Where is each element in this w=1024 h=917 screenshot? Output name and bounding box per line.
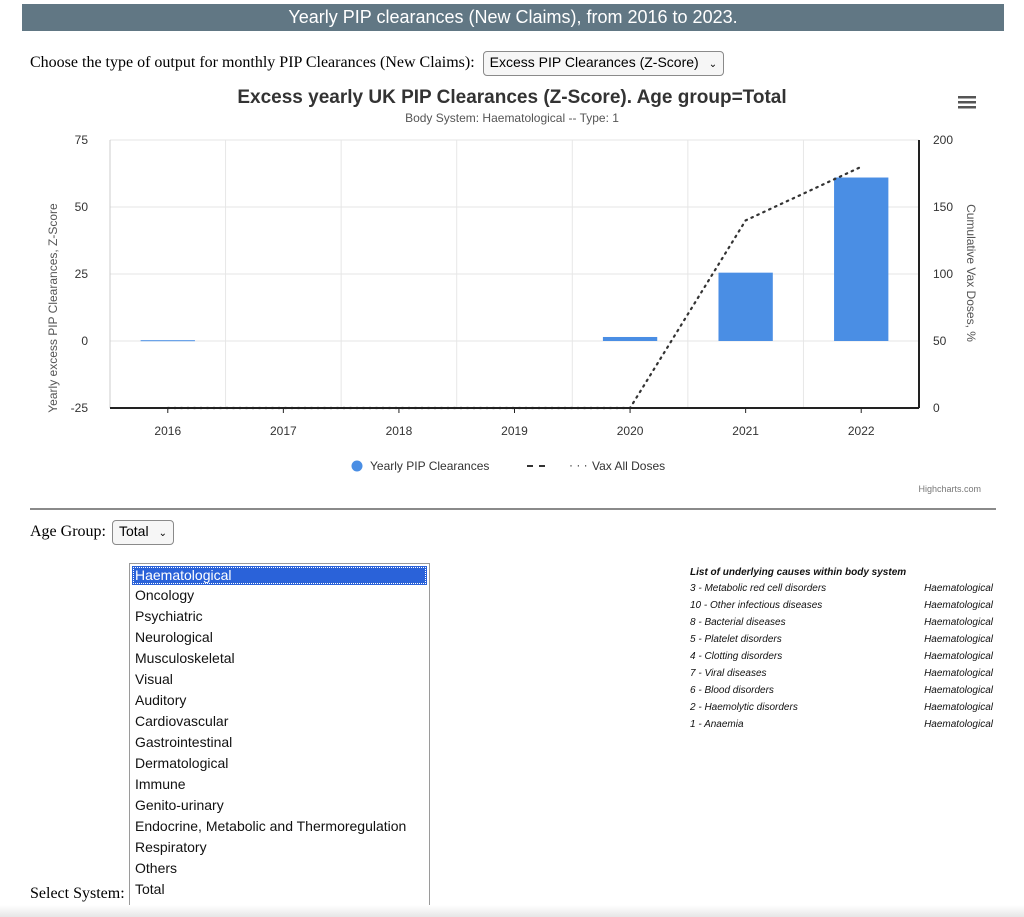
cause-system: Haematological — [924, 634, 993, 645]
cause-row: 7 - Viral diseases Haematological — [690, 667, 996, 684]
x-tick-label: 2019 — [501, 424, 528, 438]
y-axis-label: Yearly excess PIP Clearances, Z-Score — [46, 203, 60, 413]
system-option[interactable]: Endocrine, Metabolic and Thermoregulatio… — [135, 818, 407, 834]
y-tick-label: 0 — [81, 334, 88, 348]
y-tick-label: -25 — [71, 401, 89, 415]
age-group-select[interactable]: Total ⌄ — [111, 520, 174, 545]
cause-name: 6 - Blood disorders — [690, 685, 774, 696]
chevron-down-icon: ⌄ — [158, 528, 167, 539]
chart-subtitle: Body System: Haematological -- Type: 1 — [405, 111, 619, 125]
chart-bars — [140, 177, 889, 342]
bar — [834, 177, 889, 341]
cause-name: 5 - Platelet disorders — [690, 634, 782, 645]
chart-labels: 75 50 25 0 -25 200 150 100 50 0 2016 2017 2018 2019 20… — [71, 133, 954, 438]
y2-tick-label: 200 — [933, 133, 953, 147]
y2-tick-label: 50 — [933, 334, 947, 348]
system-option[interactable]: Genito-urinary — [135, 797, 224, 813]
highcharts-credit[interactable]: Highcharts.com — [918, 484, 981, 494]
divider — [30, 508, 996, 510]
y-tick-label: 75 — [75, 133, 89, 147]
x-tick-label: 2021 — [732, 424, 759, 438]
system-option[interactable]: Psychiatric — [135, 608, 203, 624]
x-tick-label: 2018 — [386, 424, 413, 438]
system-option[interactable]: Immune — [135, 776, 186, 792]
legend-bar-marker — [351, 460, 363, 472]
chevron-down-icon: ⌄ — [708, 59, 718, 70]
legend-vax-dots-icon: · · · — [569, 458, 588, 472]
system-option[interactable]: Visual — [135, 671, 173, 687]
cause-row: 1 - Anaemia Haematological — [690, 718, 996, 735]
y2-tick-label: 150 — [933, 200, 953, 214]
cause-row: 5 - Platelet disorders Haematological — [690, 633, 996, 650]
y-tick-label: 25 — [75, 267, 89, 281]
cause-system: Haematological — [924, 668, 993, 679]
cause-name: 4 - Clotting disorders — [690, 651, 783, 662]
cause-system: Haematological — [924, 600, 993, 611]
pip-chart: 75 50 25 0 -25 200 150 100 50 0 2016 2017 2018 2019 20… — [46, 87, 981, 494]
bar — [718, 272, 773, 341]
chart-legend: Yearly PIP Clearances · · · Vax All Dose… — [351, 458, 665, 473]
x-tick-label: 2016 — [154, 424, 181, 438]
system-option[interactable]: Gastrointestinal — [135, 734, 233, 750]
age-group-label: Age Group: — [30, 523, 106, 541]
cause-row: 2 - Haemolytic disorders Haematological — [690, 701, 996, 718]
system-option[interactable]: Musculoskeletal — [135, 650, 235, 666]
cause-system: Haematological — [924, 702, 993, 713]
system-listbox[interactable]: Haematological Oncology Psychiatric Neurolo… — [129, 563, 430, 906]
system-option[interactable]: Respiratory — [135, 839, 207, 855]
legend-item-vax[interactable]: · · · Vax All Doses — [527, 458, 665, 473]
cause-row: 8 - Bacterial diseases Haematological — [690, 616, 996, 633]
age-group-row: Age Group: Total ⌄ — [30, 520, 174, 545]
system-option[interactable]: Neurological — [135, 629, 213, 645]
legend-item-pip[interactable]: Yearly PIP Clearances — [351, 459, 490, 473]
age-group-value: Total — [118, 523, 149, 539]
cause-system: Haematological — [924, 617, 993, 628]
x-tick-label: 2017 — [270, 424, 297, 438]
system-option[interactable]: Cardiovascular — [135, 713, 229, 729]
causes-list: List of underlying causes within body sy… — [690, 566, 996, 735]
cause-name: 7 - Viral diseases — [690, 668, 767, 679]
cause-system: Haematological — [924, 651, 993, 662]
x-tick-label: 2022 — [848, 424, 875, 438]
cause-row: 6 - Blood disorders Haematological — [690, 684, 996, 701]
select-system-label: Select System: — [30, 885, 125, 902]
cause-system: Haematological — [924, 719, 993, 730]
cause-row: 4 - Clotting disorders Haematological — [690, 650, 996, 667]
legend-pip-label: Yearly PIP Clearances — [370, 459, 489, 473]
cause-name: 1 - Anaemia — [690, 719, 744, 730]
chart-axes — [109, 140, 920, 413]
chart-grid — [109, 139, 920, 409]
output-type-select[interactable]: Excess PIP Clearances (Z-Score) ⌄ — [482, 51, 725, 76]
x-tick-label: 2020 — [617, 424, 644, 438]
system-option[interactable]: Others — [135, 860, 178, 876]
cause-system: Haematological — [924, 685, 993, 696]
bar — [602, 336, 658, 341]
system-option[interactable]: Haematological — [132, 566, 427, 585]
cause-name: 8 - Bacterial diseases — [690, 617, 786, 628]
bar — [140, 340, 195, 342]
y2-tick-label: 0 — [933, 401, 940, 415]
system-option[interactable]: Total — [135, 881, 165, 897]
window-bottom-edge — [0, 905, 1024, 917]
hamburger-icon[interactable] — [958, 96, 976, 109]
cause-row: 10 - Other infectious diseases Haematolog… — [690, 599, 996, 616]
output-type-value: Excess PIP Clearances (Z-Score) — [489, 54, 699, 70]
output-type-row: Choose the type of output for monthly PI… — [30, 51, 725, 76]
output-type-label: Choose the type of output for monthly PI… — [30, 54, 475, 72]
chart-title: Excess yearly UK PIP Clearances (Z-Score… — [237, 87, 786, 108]
system-option[interactable]: Oncology — [135, 587, 195, 603]
cause-name: 3 - Metabolic red cell disorders — [690, 583, 827, 594]
page-banner: Yearly PIP clearances (New Claims), from… — [22, 4, 1004, 31]
cause-name: 2 - Haemolytic disorders — [690, 702, 798, 713]
y-tick-label: 50 — [75, 200, 89, 214]
system-option[interactable]: Auditory — [135, 692, 187, 708]
legend-vax-label: Vax All Doses — [592, 459, 665, 473]
causes-title: List of underlying causes within body sy… — [690, 567, 907, 578]
cause-system: Haematological — [924, 583, 993, 594]
y2-tick-label: 100 — [933, 267, 953, 281]
y2-axis-label: Cumulative Vax Doses, % — [964, 204, 978, 342]
cause-row: 3 - Metabolic red cell disorders Haematol… — [690, 582, 996, 599]
cause-name: 10 - Other infectious diseases — [690, 600, 823, 611]
system-option[interactable]: Dermatological — [135, 755, 229, 771]
